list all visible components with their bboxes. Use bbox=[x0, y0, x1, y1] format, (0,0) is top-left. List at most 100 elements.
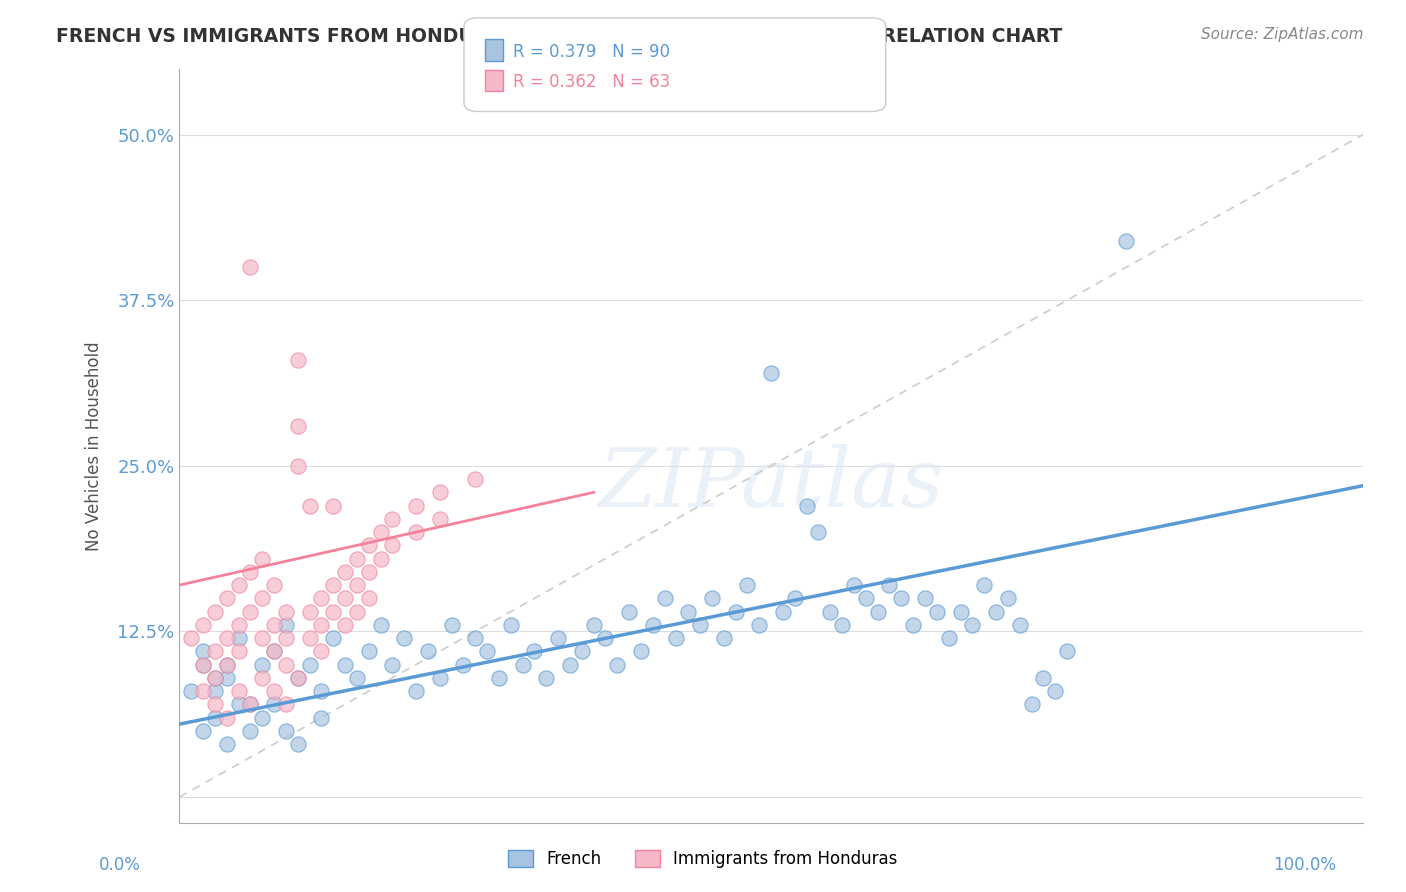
Point bbox=[464, 472, 486, 486]
Point bbox=[1115, 234, 1137, 248]
Point bbox=[689, 617, 711, 632]
Point bbox=[252, 631, 274, 645]
Point bbox=[333, 565, 356, 579]
Point bbox=[759, 366, 782, 380]
Point bbox=[772, 605, 794, 619]
Point bbox=[228, 578, 250, 592]
Point bbox=[536, 671, 558, 685]
Point bbox=[239, 260, 262, 275]
Point bbox=[274, 698, 297, 712]
Point bbox=[263, 644, 285, 658]
Point bbox=[357, 538, 380, 552]
Point bbox=[215, 631, 238, 645]
Point bbox=[523, 644, 546, 658]
Point bbox=[204, 671, 226, 685]
Point bbox=[488, 671, 510, 685]
Text: Source: ZipAtlas.com: Source: ZipAtlas.com bbox=[1201, 27, 1364, 42]
Point bbox=[287, 352, 309, 367]
Point bbox=[724, 605, 747, 619]
Point bbox=[842, 578, 865, 592]
Point bbox=[665, 631, 688, 645]
Point bbox=[204, 671, 226, 685]
Point bbox=[630, 644, 652, 658]
Point bbox=[311, 617, 333, 632]
Point bbox=[191, 657, 214, 672]
Point bbox=[405, 684, 427, 698]
Point bbox=[263, 578, 285, 592]
Point bbox=[263, 684, 285, 698]
Text: R = 0.379   N = 90: R = 0.379 N = 90 bbox=[513, 43, 671, 61]
Point bbox=[820, 605, 842, 619]
Point bbox=[252, 710, 274, 724]
Point bbox=[263, 617, 285, 632]
Point bbox=[381, 512, 404, 526]
Point bbox=[370, 525, 392, 540]
Point bbox=[287, 419, 309, 434]
Point bbox=[191, 657, 214, 672]
Point bbox=[274, 723, 297, 738]
Point bbox=[239, 605, 262, 619]
Point bbox=[252, 591, 274, 606]
Point bbox=[298, 631, 321, 645]
Point bbox=[949, 605, 972, 619]
Point bbox=[191, 684, 214, 698]
Point bbox=[228, 698, 250, 712]
Point bbox=[737, 578, 759, 592]
Point bbox=[370, 617, 392, 632]
Point bbox=[287, 737, 309, 751]
Point bbox=[855, 591, 877, 606]
Point bbox=[322, 578, 344, 592]
Point bbox=[204, 698, 226, 712]
Point bbox=[713, 631, 735, 645]
Point bbox=[191, 617, 214, 632]
Point bbox=[617, 605, 640, 619]
Point bbox=[357, 565, 380, 579]
Point bbox=[938, 631, 960, 645]
Point bbox=[381, 657, 404, 672]
Point bbox=[311, 591, 333, 606]
Point bbox=[204, 605, 226, 619]
Point bbox=[204, 684, 226, 698]
Point bbox=[405, 525, 427, 540]
Point bbox=[346, 578, 368, 592]
Point bbox=[215, 657, 238, 672]
Point bbox=[700, 591, 723, 606]
Point bbox=[475, 644, 498, 658]
Point bbox=[405, 499, 427, 513]
Point bbox=[654, 591, 676, 606]
Point bbox=[346, 671, 368, 685]
Point bbox=[204, 644, 226, 658]
Point bbox=[274, 605, 297, 619]
Point bbox=[228, 684, 250, 698]
Point bbox=[595, 631, 617, 645]
Point bbox=[901, 617, 924, 632]
Point bbox=[204, 710, 226, 724]
Point bbox=[606, 657, 628, 672]
Point bbox=[1021, 698, 1043, 712]
Point bbox=[571, 644, 593, 658]
Point bbox=[394, 631, 416, 645]
Point bbox=[416, 644, 439, 658]
Point bbox=[346, 605, 368, 619]
Point bbox=[215, 671, 238, 685]
Point bbox=[322, 605, 344, 619]
Point bbox=[914, 591, 936, 606]
Point bbox=[180, 684, 202, 698]
Point bbox=[298, 605, 321, 619]
Point bbox=[973, 578, 995, 592]
Point bbox=[346, 551, 368, 566]
Point bbox=[890, 591, 912, 606]
Point bbox=[287, 671, 309, 685]
Point bbox=[228, 617, 250, 632]
Point bbox=[370, 551, 392, 566]
Point bbox=[311, 710, 333, 724]
Point bbox=[641, 617, 664, 632]
Point bbox=[215, 737, 238, 751]
Point bbox=[499, 617, 522, 632]
Text: FRENCH VS IMMIGRANTS FROM HONDURAS NO VEHICLES IN HOUSEHOLD CORRELATION CHART: FRENCH VS IMMIGRANTS FROM HONDURAS NO VE… bbox=[56, 27, 1063, 45]
Text: ZIPatlas: ZIPatlas bbox=[599, 443, 943, 524]
Point bbox=[1056, 644, 1078, 658]
Legend: French, Immigrants from Honduras: French, Immigrants from Honduras bbox=[502, 843, 904, 875]
Point bbox=[1008, 617, 1031, 632]
Point bbox=[228, 644, 250, 658]
